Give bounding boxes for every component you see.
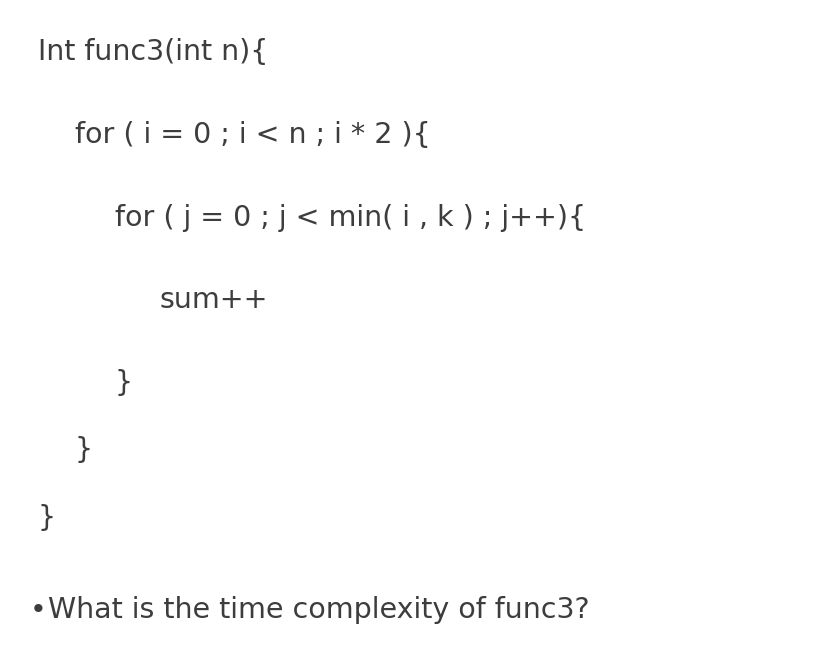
Text: What is the time complexity of func3?: What is the time complexity of func3?	[30, 596, 589, 624]
Text: }: }	[38, 504, 56, 532]
Text: }: }	[75, 436, 93, 464]
Text: Int func3(int n){: Int func3(int n){	[38, 38, 268, 66]
Text: •: •	[30, 596, 47, 624]
Text: for ( i = 0 ; i < n ; i * 2 ){: for ( i = 0 ; i < n ; i * 2 ){	[75, 121, 430, 149]
Text: sum++: sum++	[160, 286, 268, 314]
Text: }: }	[115, 369, 133, 397]
Text: for ( j = 0 ; j < min( i , k ) ; j++){: for ( j = 0 ; j < min( i , k ) ; j++){	[115, 204, 586, 232]
